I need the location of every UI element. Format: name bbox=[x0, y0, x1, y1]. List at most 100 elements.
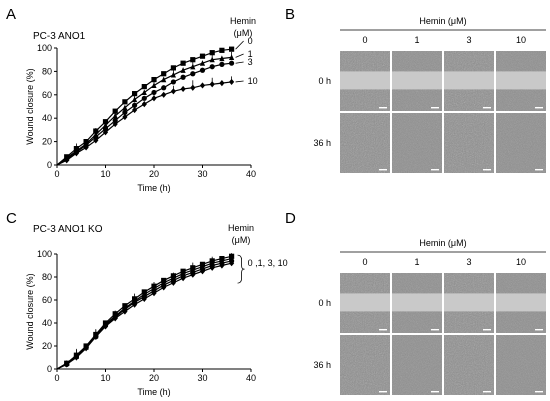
grid-d-scale-bar bbox=[431, 329, 439, 331]
grid-d-scale-bar bbox=[535, 391, 543, 393]
grid-b-scale-bar bbox=[431, 169, 439, 171]
chart-c-legend-label: 0 ,1, 3, 10 bbox=[248, 258, 288, 268]
grid-b-header: Hemin (μM) bbox=[419, 16, 466, 26]
grid-d-scale-bar bbox=[535, 329, 543, 331]
chart-c-point bbox=[151, 290, 157, 297]
chart-a-point bbox=[229, 60, 235, 66]
chart-c-legend-brace bbox=[237, 254, 245, 284]
panel-letter-d: D bbox=[285, 210, 296, 227]
chart-a-point bbox=[180, 85, 186, 93]
chart-c-point bbox=[122, 308, 128, 315]
grid-d-micrograph-texture bbox=[496, 335, 546, 395]
grid-b-wound-gap bbox=[444, 71, 494, 90]
chart-a-y-tick-label: 40 bbox=[42, 113, 52, 123]
chart-a-legend-label: 10 bbox=[248, 76, 258, 86]
chart-a-point bbox=[180, 74, 186, 80]
chart-a-point bbox=[102, 126, 109, 132]
chart-a-point bbox=[141, 95, 147, 101]
chart-a-point bbox=[122, 99, 128, 105]
grid-d-wound-gap bbox=[340, 293, 390, 312]
chart-a-point bbox=[122, 113, 128, 121]
chart-c-x-axis-label: Time (h) bbox=[137, 387, 170, 397]
chart-c-x-tick-label: 10 bbox=[100, 373, 110, 383]
chart-a-point bbox=[93, 137, 99, 144]
chart-c-point bbox=[73, 354, 79, 361]
chart-c-point bbox=[112, 315, 118, 322]
chart-a-y-tick-label: 80 bbox=[42, 66, 52, 76]
chart-a-legend-leader bbox=[235, 40, 244, 50]
grid-d-micrograph-texture bbox=[340, 335, 390, 395]
grid-b-wound-gap bbox=[496, 71, 546, 90]
chart-c-series-line bbox=[56, 260, 232, 370]
chart-a-point bbox=[64, 157, 70, 164]
chart-a-y-axis-label: Wound closure (%) bbox=[25, 68, 35, 144]
chart-c-point bbox=[209, 264, 215, 271]
grid-d-col-label: 0 bbox=[362, 257, 367, 267]
chart-a-x-tick-label: 10 bbox=[100, 169, 110, 179]
chart-a-point bbox=[170, 79, 176, 85]
chart-c-legend-title: Hemin bbox=[228, 223, 254, 233]
chart-c-point bbox=[93, 333, 99, 340]
chart-c-point bbox=[132, 301, 138, 308]
chart-a-point bbox=[141, 101, 147, 108]
chart-a-y-tick-label: 0 bbox=[47, 160, 52, 170]
chart-c-y-tick-label: 20 bbox=[42, 341, 52, 351]
chart-c-point bbox=[161, 284, 167, 291]
grid-b-wound-gap bbox=[340, 71, 390, 90]
chart-c-x-tick-label: 0 bbox=[54, 373, 59, 383]
chart-a-point bbox=[219, 80, 225, 87]
grid-d-micrograph-texture bbox=[444, 335, 494, 395]
grid-d-micrograph-texture bbox=[392, 335, 442, 395]
chart-a-legend-title: Hemin bbox=[230, 16, 256, 26]
chart-a-legend-label: 3 bbox=[248, 57, 253, 67]
chart-a-point bbox=[102, 122, 109, 128]
chart-a-point bbox=[219, 55, 225, 62]
chart-c-series-line bbox=[56, 258, 232, 370]
chart-a-point bbox=[73, 150, 79, 157]
grid-b-row-label: 0 h bbox=[318, 76, 331, 86]
chart-c-x-tick-label: 40 bbox=[246, 373, 256, 383]
grid-b-micrograph-texture bbox=[340, 113, 390, 173]
chart-a-point bbox=[151, 82, 157, 89]
chart-a-point bbox=[151, 95, 157, 102]
chart-a-point bbox=[209, 81, 215, 88]
chart-a-x-tick-label: 30 bbox=[197, 169, 207, 179]
chart-a-point bbox=[199, 67, 206, 73]
chart-c-point bbox=[170, 279, 176, 286]
grid-d-col-label: 3 bbox=[466, 257, 471, 267]
grid-b-scale-bar bbox=[483, 107, 491, 109]
chart-c-point bbox=[102, 323, 109, 330]
chart-a-point bbox=[102, 119, 109, 125]
grid-b-col-label: 1 bbox=[414, 35, 419, 45]
chart-a-point bbox=[112, 112, 118, 119]
chart-c-point bbox=[190, 271, 196, 278]
chart-c-y-tick-label: 80 bbox=[42, 272, 52, 282]
chart-a-point bbox=[209, 50, 215, 56]
chart-a-point bbox=[112, 120, 118, 128]
chart-a-point bbox=[209, 56, 215, 63]
chart-a-legend-unit: (μM) bbox=[234, 28, 253, 38]
chart-a-point bbox=[161, 71, 167, 77]
chart-a-point bbox=[141, 89, 147, 96]
chart-a-point bbox=[141, 84, 147, 90]
panel-letter-b: B bbox=[285, 6, 295, 23]
chart-a-point bbox=[180, 67, 186, 73]
micrograph-grid-b: Hemin (μM) 0 1 3 10 0 h 36 h bbox=[313, 16, 546, 173]
grid-b-scale-bar bbox=[535, 107, 543, 109]
chart-a-legend-leader bbox=[235, 61, 244, 64]
grid-b-row-label: 36 h bbox=[313, 138, 331, 148]
chart-c-y-tick-label: 60 bbox=[42, 295, 52, 305]
chart-a-point bbox=[219, 61, 225, 67]
chart-a-point bbox=[102, 129, 109, 136]
chart-a-point bbox=[229, 54, 235, 60]
grid-d-header: Hemin (μM) bbox=[419, 238, 466, 248]
chart-a-y-tick-label: 100 bbox=[37, 43, 52, 53]
chart-c-point bbox=[83, 345, 89, 352]
chart-a-legend-leader bbox=[235, 80, 244, 83]
chart-c-series-line bbox=[56, 262, 232, 370]
chart-c-point bbox=[219, 262, 225, 269]
panel-letter-a: A bbox=[6, 6, 16, 23]
chart-c-legend-unit: (μM) bbox=[232, 235, 251, 245]
chart-a-point bbox=[161, 91, 167, 98]
chart-c-series-line bbox=[56, 255, 232, 370]
